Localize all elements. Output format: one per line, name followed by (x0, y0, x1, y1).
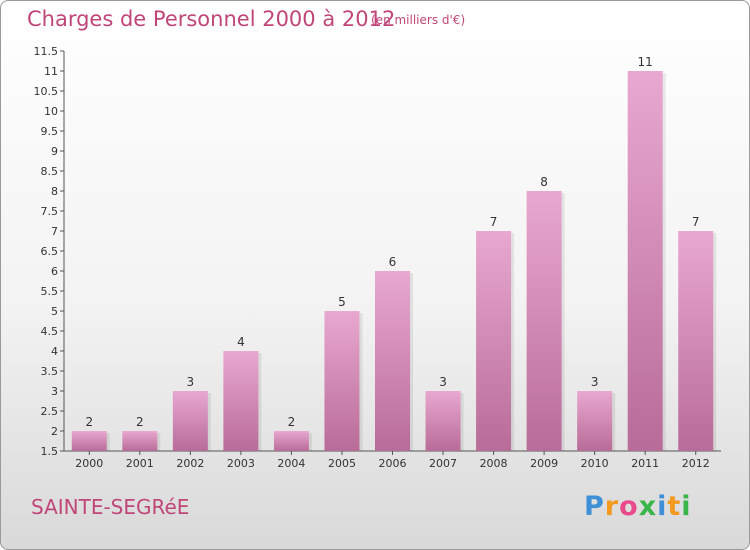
y-tick-label: 8.5 (41, 165, 59, 178)
bar-2001[interactable] (122, 431, 158, 451)
logo-letter: i (681, 491, 692, 522)
y-tick-label: 4.5 (41, 325, 59, 338)
x-tick-label: 2009 (530, 457, 558, 470)
x-tick-label: 2003 (227, 457, 255, 470)
x-tick-label: 2007 (429, 457, 457, 470)
y-tick-label: 6.5 (41, 245, 59, 258)
data-label: 8 (540, 175, 548, 189)
x-tick-label: 2004 (277, 457, 305, 470)
y-tick-label: 2 (51, 425, 58, 438)
y-tick-label: 10.5 (34, 85, 59, 98)
bar-2006[interactable] (375, 271, 410, 451)
logo-letter: r (604, 491, 620, 522)
data-label: 11 (638, 55, 653, 69)
x-tick-label: 2000 (75, 457, 103, 470)
y-tick-label: 7 (51, 225, 58, 238)
logo-letter: o (619, 491, 639, 522)
logo-letter: t (667, 491, 682, 522)
y-tick-label: 11 (44, 65, 58, 78)
y-tick-label: 8 (51, 185, 58, 198)
bar-2003[interactable] (223, 351, 259, 451)
commune-name: SAINTE-SEGRéE (31, 495, 190, 519)
x-tick-label: 2005 (328, 457, 356, 470)
y-tick-label: 11.5 (34, 45, 59, 58)
y-tick-label: 5 (51, 305, 58, 318)
data-label: 3 (591, 375, 599, 389)
y-tick-label: 9 (51, 145, 58, 158)
y-tick-label: 3.5 (41, 365, 59, 378)
x-tick-label: 2011 (631, 457, 659, 470)
x-tick-label: 2006 (379, 457, 407, 470)
unit-subtitle: (en milliers d'€) (371, 13, 466, 27)
bar-2011[interactable] (627, 71, 663, 451)
logo-letter: x (638, 491, 658, 522)
data-label: 7 (490, 215, 498, 229)
y-tick-label: 7.5 (41, 205, 59, 218)
bar-2000[interactable] (71, 431, 107, 451)
bar-2010[interactable] (577, 391, 613, 451)
x-tick-label: 2002 (176, 457, 204, 470)
x-tick-label: 2008 (480, 457, 508, 470)
chart-title: Charges de Personnel 2000 à 2012 (27, 7, 396, 31)
data-label: 3 (439, 375, 447, 389)
bar-2009[interactable] (526, 191, 562, 451)
y-tick-label: 4 (51, 345, 58, 358)
bar-2002[interactable] (172, 391, 208, 451)
bar-2008[interactable] (476, 231, 512, 451)
bar-2012[interactable] (678, 231, 714, 451)
x-tick-label: 2001 (126, 457, 154, 470)
bar-2005[interactable] (324, 311, 360, 451)
data-label: 6 (389, 255, 397, 269)
y-tick-label: 9.5 (41, 125, 59, 138)
proxiti-logo[interactable]: Proxiti (584, 491, 692, 522)
data-label: 5 (338, 295, 346, 309)
data-label: 7 (692, 215, 700, 229)
y-tick-label: 10 (44, 105, 58, 118)
logo-letter: P (584, 491, 605, 522)
data-label: 2 (85, 415, 93, 429)
x-tick-label: 2012 (682, 457, 710, 470)
bar-2007[interactable] (425, 391, 461, 451)
logo-letter: i (657, 491, 668, 522)
data-label: 2 (136, 415, 144, 429)
data-label: 4 (237, 335, 245, 349)
data-label: 3 (187, 375, 195, 389)
data-label: 2 (288, 415, 296, 429)
y-tick-label: 3 (51, 385, 58, 398)
bar-2004[interactable] (273, 431, 309, 451)
y-tick-label: 2.5 (41, 405, 59, 418)
y-tick-label: 5.5 (41, 285, 59, 298)
x-tick-label: 2010 (581, 457, 609, 470)
y-tick-label: 6 (51, 265, 58, 278)
y-tick-label: 1.5 (41, 445, 59, 458)
